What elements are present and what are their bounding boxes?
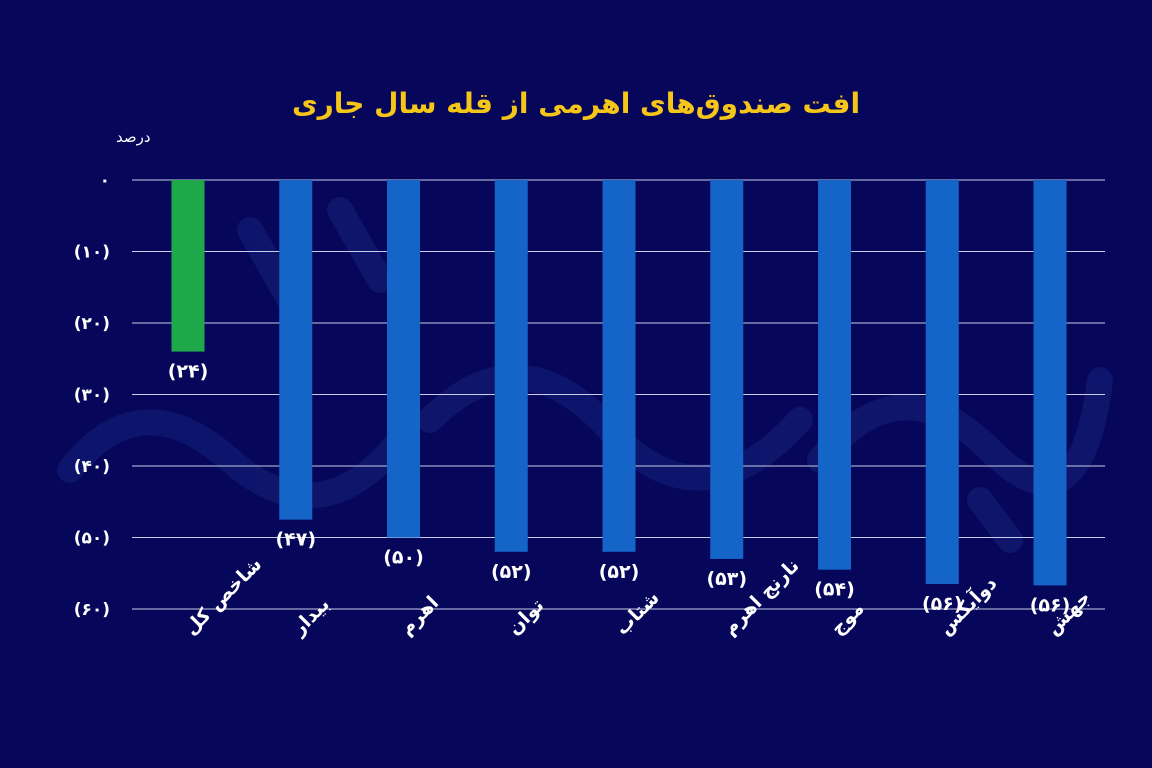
value-label: (۵۶) — [1030, 594, 1071, 616]
y-tick-label: ۰ — [100, 171, 110, 191]
value-label: (۴۷) — [275, 529, 316, 551]
y-tick-label: (۵۰) — [74, 529, 110, 549]
bar-1 — [279, 180, 313, 520]
x-tick-label: شاخص کل — [180, 553, 266, 639]
bar-6 — [818, 180, 851, 570]
x-tick-label: بیدار — [287, 593, 334, 640]
value-label: (۵۲) — [599, 561, 640, 583]
value-label: (۵۴) — [814, 579, 855, 601]
y-axis-ticks: ۰ (۱۰) (۲۰) (۳۰) (۴۰) (۵۰) (۶۰) — [74, 171, 110, 620]
value-label: (۲۴) — [168, 361, 209, 383]
x-tick-label: اهرم — [395, 592, 443, 640]
bar-3 — [494, 180, 528, 552]
bar-8 — [1033, 180, 1067, 586]
bar-0 — [171, 180, 205, 352]
value-label: (۵۲) — [491, 561, 532, 583]
bar-7 — [925, 180, 959, 584]
y-tick-label: (۶۰) — [74, 600, 110, 620]
x-tick-label: توان — [503, 594, 548, 639]
value-label: (۵۳) — [706, 568, 747, 590]
x-tick-label: موج — [826, 598, 868, 640]
bar-2 — [387, 180, 420, 538]
bars — [171, 180, 1067, 586]
value-label: (۵۶) — [922, 593, 963, 615]
x-tick-label: شتاب — [611, 587, 664, 640]
y-tick-label: (۲۰) — [74, 314, 110, 334]
value-label: (۵۰) — [383, 547, 424, 569]
y-tick-label: (۳۰) — [74, 386, 110, 406]
value-labels: (۲۴) (۴۷) (۵۰) (۵۲) (۵۲) (۵۳) (۵۴) (۵۶) (۵۶) — [168, 361, 1071, 617]
bar-5 — [710, 180, 744, 559]
chart-title: افت صندوق‌های اهرمی از قله سال جاری — [292, 87, 860, 120]
y-axis-label: درصد — [116, 128, 151, 146]
bar-4 — [602, 180, 636, 552]
y-tick-label: (۱۰) — [74, 243, 110, 263]
y-tick-label: (۴۰) — [74, 457, 110, 477]
